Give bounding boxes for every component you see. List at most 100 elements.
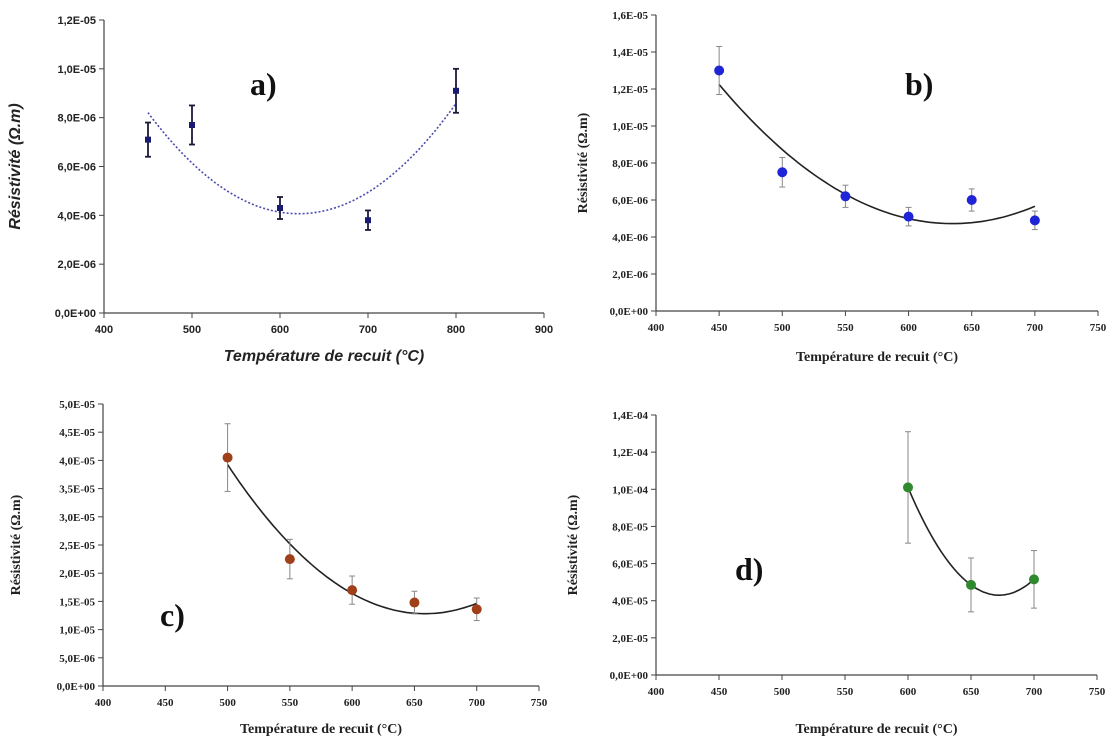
x-tick-label: 450 bbox=[157, 697, 174, 709]
y-tick-label: 6,0E-06 bbox=[612, 195, 648, 207]
trendline bbox=[147, 103, 457, 215]
data-point bbox=[840, 191, 851, 202]
x-tick-label: 750 bbox=[531, 697, 548, 709]
x-tick-label: 400 bbox=[95, 697, 112, 709]
y-tick-label: 1,5E-05 bbox=[59, 596, 95, 608]
y-tick-label: 4,0E-05 bbox=[59, 455, 95, 467]
chart-panel-b: 0,0E+00 2,0E-06 4,0E-06 6,0E-06 8,0E-06 1,0E-… bbox=[576, 10, 1107, 365]
data-point bbox=[222, 452, 233, 463]
chart-panel-c: 0,0E+00 5,0E-06 1,0E-05 1,5E-05 2,0E-05 2,5E-… bbox=[9, 399, 548, 737]
chart-panel-d: 0,0E+00 2,0E-05 4,0E-05 6,0E-05 8,0E-05 1,0E-… bbox=[566, 410, 1106, 737]
y-tick-label: 1,0E-04 bbox=[612, 484, 648, 496]
x-tick-label: 500 bbox=[774, 686, 791, 698]
data-point bbox=[277, 205, 283, 212]
x-tick-label: 600 bbox=[900, 322, 917, 334]
y-tick-label: 1,0E-05 bbox=[612, 121, 648, 133]
y-tick-label: 0,0E+00 bbox=[610, 670, 649, 682]
data-point bbox=[347, 585, 358, 596]
x-tick-label: 650 bbox=[963, 322, 980, 334]
x-tick-label: 400 bbox=[95, 324, 113, 336]
y-tick-label: 1,2E-05 bbox=[57, 15, 96, 27]
y-tick-label: 4,0E-06 bbox=[612, 232, 648, 244]
x-tick-label: 800 bbox=[447, 324, 465, 336]
chart-panel-a: 0,0E+00 2,0E-06 4,0E-06 6,0E-06 8,0E-06 1,0E-… bbox=[7, 15, 553, 365]
y-tick-label: 4,0E-05 bbox=[612, 596, 648, 608]
x-tick-label: 900 bbox=[535, 324, 553, 336]
x-tick-label: 500 bbox=[219, 697, 236, 709]
y-tick-label: 1,6E-05 bbox=[612, 10, 648, 22]
y-tick-label: 2,0E-06 bbox=[57, 259, 96, 271]
y-tick-label: 6,0E-06 bbox=[57, 162, 96, 174]
data-point bbox=[714, 65, 725, 76]
y-tick-label: 0,0E+00 bbox=[57, 681, 96, 693]
data-point bbox=[189, 121, 195, 128]
y-tick-label: 1,4E-04 bbox=[612, 410, 648, 422]
data-point bbox=[966, 195, 977, 205]
y-tick-label: 2,0E-06 bbox=[612, 269, 648, 281]
data-point bbox=[966, 579, 976, 590]
y-tick-label: 8,0E-05 bbox=[612, 521, 648, 533]
x-tick-label: 500 bbox=[183, 324, 201, 336]
y-tick-label: 1,0E-05 bbox=[59, 625, 95, 637]
y-axis-title: Résistivité (Ω.m) bbox=[576, 112, 591, 213]
y-tick-label: 3,0E-05 bbox=[59, 512, 95, 524]
x-tick-label: 450 bbox=[711, 686, 728, 698]
x-axis-title: Température de recuit (°C) bbox=[224, 348, 425, 365]
y-tick-label: 8,0E-06 bbox=[57, 113, 96, 125]
x-tick-label: 700 bbox=[1026, 686, 1043, 698]
panel-letter: c) bbox=[160, 597, 185, 633]
data-point bbox=[903, 482, 913, 493]
panel-letter: d) bbox=[735, 551, 763, 587]
x-tick-label: 550 bbox=[837, 322, 854, 334]
y-tick-label: 0,0E+00 bbox=[55, 308, 96, 320]
x-tick-label: 400 bbox=[648, 322, 665, 334]
y-tick-label: 1,2E-04 bbox=[612, 447, 648, 459]
y-axis-title: Résistivité (Ω.m) bbox=[566, 494, 581, 595]
x-tick-label: 650 bbox=[406, 697, 423, 709]
x-tick-label: 750 bbox=[1089, 686, 1106, 698]
x-tick-label: 550 bbox=[282, 697, 299, 709]
y-tick-label: 2,5E-05 bbox=[59, 540, 95, 552]
y-tick-label: 1,0E-05 bbox=[57, 64, 96, 76]
x-tick-label: 550 bbox=[837, 686, 854, 698]
data-point bbox=[145, 136, 151, 143]
y-tick-label: 5,0E-06 bbox=[59, 653, 95, 665]
x-axis-title: Température de recuit (°C) bbox=[240, 722, 402, 737]
data-point bbox=[409, 597, 420, 608]
x-tick-label: 700 bbox=[359, 324, 377, 336]
y-tick-label: 2,0E-05 bbox=[59, 568, 95, 580]
data-point bbox=[453, 87, 459, 94]
y-axis-title: Résistivité (Ω.m) bbox=[9, 494, 24, 595]
y-tick-label: 6,0E-05 bbox=[612, 559, 648, 571]
x-tick-label: 600 bbox=[344, 697, 361, 709]
y-tick-label: 2,0E-05 bbox=[612, 633, 648, 645]
data-point bbox=[1029, 574, 1039, 585]
x-tick-label: 400 bbox=[648, 686, 665, 698]
y-tick-label: 8,0E-06 bbox=[612, 158, 648, 170]
x-tick-label: 700 bbox=[1027, 322, 1044, 334]
x-tick-label: 450 bbox=[711, 322, 728, 334]
x-tick-label: 600 bbox=[900, 686, 917, 698]
panel-letter: a) bbox=[250, 66, 277, 102]
y-tick-label: 0,0E+00 bbox=[610, 306, 649, 318]
x-tick-label: 650 bbox=[963, 686, 980, 698]
x-tick-label: 500 bbox=[774, 322, 791, 334]
y-tick-label: 3,5E-05 bbox=[59, 484, 95, 496]
data-point bbox=[471, 604, 482, 615]
y-axis-title: Résistivité (Ω.m) bbox=[7, 103, 24, 229]
y-tick-label: 4,0E-06 bbox=[57, 210, 96, 222]
data-point bbox=[365, 217, 371, 224]
y-tick-label: 1,2E-05 bbox=[612, 84, 648, 96]
x-tick-label: 700 bbox=[468, 697, 485, 709]
y-tick-label: 1,4E-05 bbox=[612, 47, 648, 59]
y-tick-label: 4,5E-05 bbox=[59, 427, 95, 439]
x-axis-title: Température de recuit (°C) bbox=[796, 350, 958, 365]
x-axis-title: Température de recuit (°C) bbox=[795, 722, 957, 737]
data-point bbox=[903, 211, 914, 222]
panel-letter: b) bbox=[905, 66, 933, 102]
x-tick-label: 600 bbox=[271, 324, 289, 336]
y-tick-label: 5,0E-05 bbox=[59, 399, 95, 411]
data-point bbox=[1029, 215, 1040, 226]
trendline bbox=[718, 83, 1036, 225]
